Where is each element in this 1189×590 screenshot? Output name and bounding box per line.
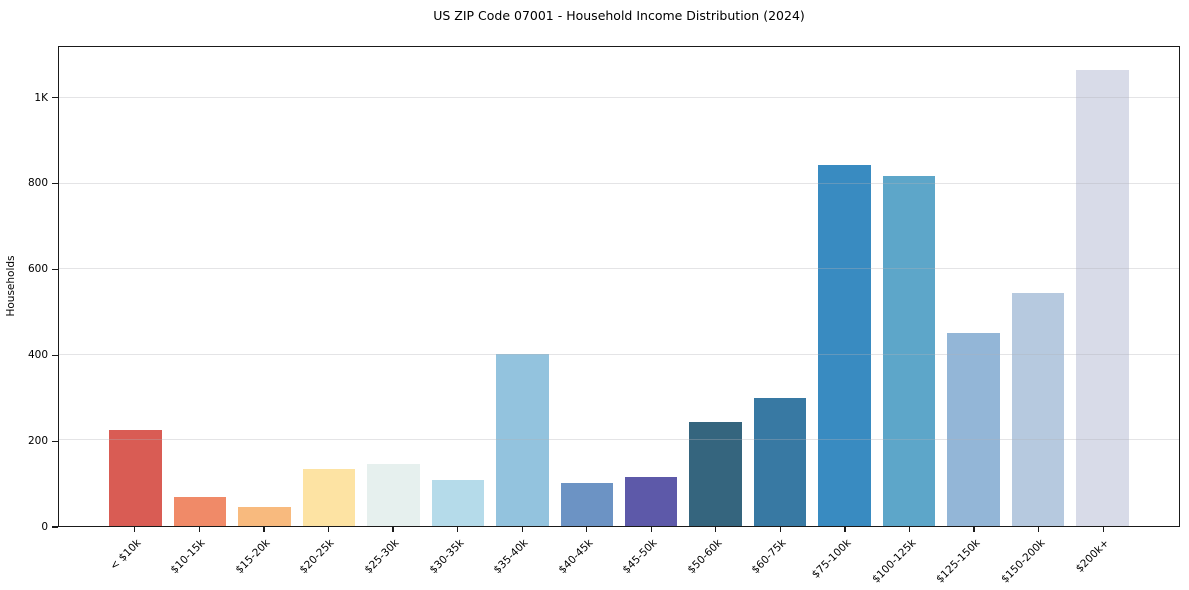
bar-$30-35k bbox=[431, 479, 485, 526]
x-tick-mark bbox=[715, 527, 717, 532]
bar-$15-20k bbox=[238, 506, 291, 526]
y-tick-label: 1K bbox=[34, 91, 48, 104]
y-tick-label: 800 bbox=[27, 177, 48, 190]
bar-$150-200k bbox=[1011, 293, 1065, 526]
y-tick-mark bbox=[52, 96, 58, 99]
bar-$45-50k bbox=[624, 477, 678, 526]
chart-title: US ZIP Code 07001 - Household Income Dis… bbox=[433, 8, 805, 23]
x-tick-mark bbox=[392, 527, 394, 532]
y-tick-mark bbox=[52, 526, 58, 528]
y-tick-mark bbox=[52, 182, 58, 185]
x-tick-mark bbox=[586, 527, 588, 532]
x-tick-mark bbox=[908, 527, 911, 532]
bars-layer bbox=[59, 47, 1179, 526]
y-tick-mark bbox=[52, 268, 58, 270]
y-axis-label: Households bbox=[5, 255, 17, 317]
y-tick-label: 0 bbox=[41, 521, 48, 533]
y-tick-label: 400 bbox=[27, 349, 48, 362]
bar-$20-25k bbox=[302, 469, 356, 526]
bar-< $10k bbox=[109, 429, 162, 526]
x-tick-mark bbox=[973, 527, 975, 532]
x-tick-mark bbox=[198, 527, 200, 532]
bar-$200k+ bbox=[1076, 70, 1129, 526]
bar-$50-60k bbox=[689, 421, 742, 526]
x-tick-mark bbox=[779, 527, 781, 532]
y-tick-label: 200 bbox=[27, 435, 48, 448]
plot-area bbox=[58, 46, 1180, 527]
bar-$75-100k bbox=[818, 165, 871, 526]
x-tick-mark bbox=[844, 527, 846, 532]
x-tick-mark bbox=[1038, 527, 1040, 532]
x-tick-mark bbox=[521, 527, 523, 532]
bar-$10-15k bbox=[173, 496, 227, 526]
y-tick-mark bbox=[52, 354, 58, 356]
x-tick-mark bbox=[1102, 527, 1104, 532]
bar-$35-40k bbox=[496, 353, 549, 526]
y-tick-label: 600 bbox=[27, 263, 48, 276]
y-tick-mark bbox=[52, 440, 58, 442]
bar-$40-45k bbox=[560, 483, 614, 526]
x-tick-mark bbox=[327, 527, 330, 532]
bar-$25-30k bbox=[367, 464, 420, 526]
x-tick-mark bbox=[134, 527, 136, 532]
bar-$100-125k bbox=[882, 176, 936, 526]
x-tick-label: < $10k bbox=[107, 537, 144, 573]
x-tick-mark bbox=[650, 527, 652, 532]
bar-$60-75k bbox=[753, 397, 807, 526]
x-tick-mark bbox=[457, 527, 459, 532]
bar-$125-150k bbox=[947, 333, 1000, 526]
x-tick-mark bbox=[263, 527, 265, 532]
